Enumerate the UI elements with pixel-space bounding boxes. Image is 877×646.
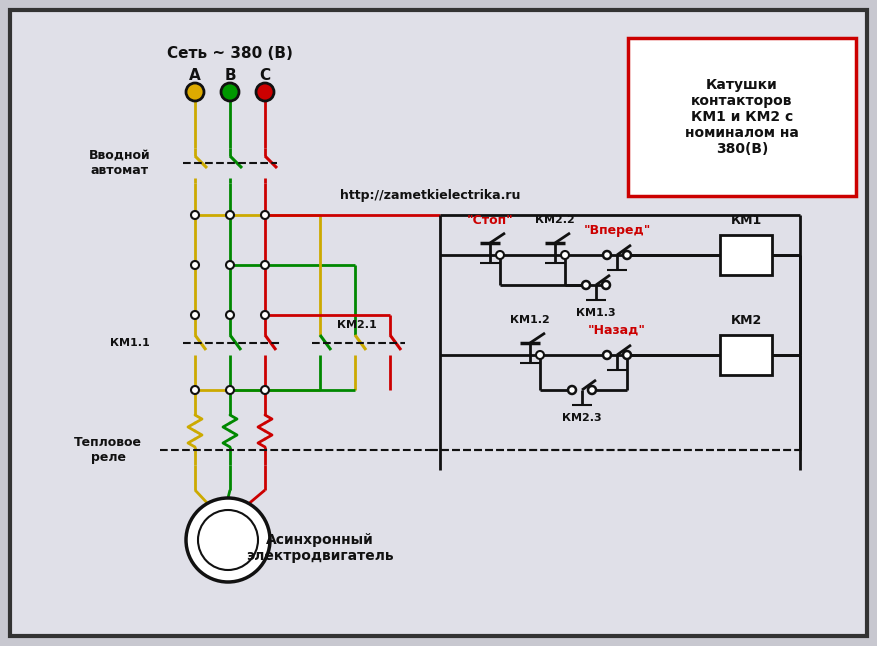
Circle shape bbox=[221, 83, 239, 101]
Circle shape bbox=[588, 386, 596, 394]
Circle shape bbox=[603, 351, 611, 359]
Circle shape bbox=[261, 211, 269, 219]
Circle shape bbox=[191, 211, 199, 219]
Circle shape bbox=[198, 510, 258, 570]
Circle shape bbox=[261, 261, 269, 269]
Text: КМ1.1: КМ1.1 bbox=[111, 338, 150, 348]
Text: В: В bbox=[225, 67, 236, 83]
Text: КМ1: КМ1 bbox=[731, 213, 761, 227]
Circle shape bbox=[191, 386, 199, 394]
Circle shape bbox=[191, 261, 199, 269]
Text: Катушки
контакторов
КМ1 и КМ2 с
номиналом на
380(В): Катушки контакторов КМ1 и КМ2 с номинало… bbox=[685, 78, 799, 156]
Text: http://zametkielectrika.ru: http://zametkielectrika.ru bbox=[339, 189, 520, 202]
Text: Сеть ~ 380 (В): Сеть ~ 380 (В) bbox=[167, 45, 293, 61]
Text: А: А bbox=[189, 67, 201, 83]
Circle shape bbox=[623, 351, 631, 359]
Text: "Вперед": "Вперед" bbox=[583, 224, 651, 236]
Circle shape bbox=[603, 251, 611, 259]
Text: КМ1.2: КМ1.2 bbox=[510, 315, 550, 325]
Circle shape bbox=[186, 498, 270, 582]
Circle shape bbox=[226, 386, 234, 394]
Text: КМ2.3: КМ2.3 bbox=[562, 413, 602, 423]
Text: "Стоп": "Стоп" bbox=[467, 213, 513, 227]
Text: КМ2.2: КМ2.2 bbox=[535, 215, 575, 225]
Circle shape bbox=[226, 261, 234, 269]
Circle shape bbox=[582, 281, 590, 289]
Circle shape bbox=[602, 281, 610, 289]
Circle shape bbox=[261, 386, 269, 394]
Circle shape bbox=[568, 386, 576, 394]
Circle shape bbox=[536, 351, 544, 359]
Text: Асинхронный
электродвигатель: Асинхронный электродвигатель bbox=[246, 533, 394, 563]
Circle shape bbox=[226, 311, 234, 319]
Bar bbox=[720, 235, 772, 275]
Text: Вводной
автомат: Вводной автомат bbox=[89, 149, 151, 177]
Text: КМ2: КМ2 bbox=[731, 313, 761, 326]
Circle shape bbox=[561, 251, 569, 259]
Bar bbox=[720, 335, 772, 375]
Circle shape bbox=[226, 211, 234, 219]
Text: КМ2.1: КМ2.1 bbox=[337, 320, 377, 330]
Circle shape bbox=[496, 251, 504, 259]
Circle shape bbox=[186, 83, 204, 101]
Text: КМ1.3: КМ1.3 bbox=[576, 308, 616, 318]
Circle shape bbox=[261, 311, 269, 319]
Circle shape bbox=[623, 251, 631, 259]
Circle shape bbox=[256, 83, 274, 101]
Circle shape bbox=[191, 311, 199, 319]
Bar bbox=[628, 38, 856, 196]
Text: С: С bbox=[260, 67, 271, 83]
Text: Тепловое
реле: Тепловое реле bbox=[74, 436, 142, 464]
Text: "Назад": "Назад" bbox=[588, 324, 646, 337]
